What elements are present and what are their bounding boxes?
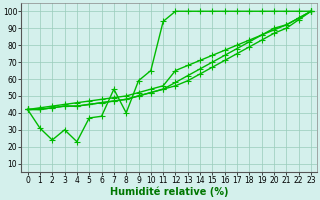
X-axis label: Humidité relative (%): Humidité relative (%): [110, 187, 228, 197]
